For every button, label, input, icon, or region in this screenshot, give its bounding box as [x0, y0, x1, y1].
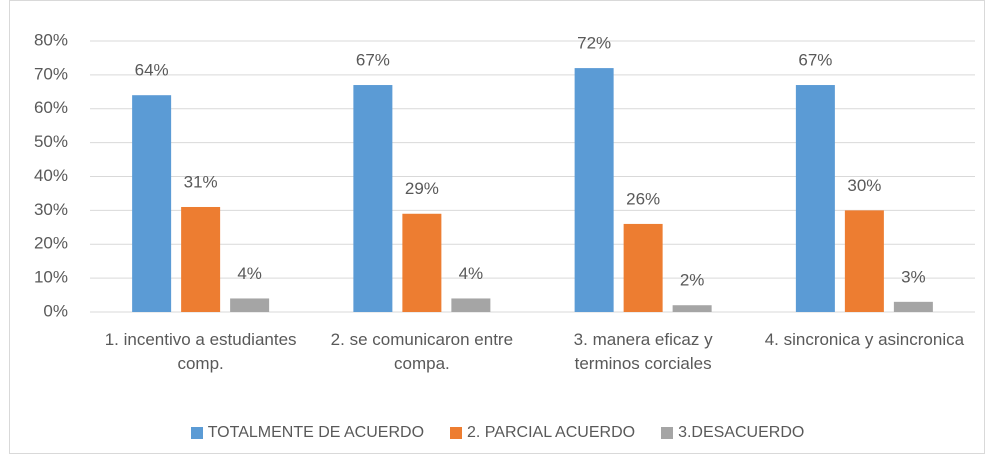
bar — [181, 206, 221, 312]
x-tick-label: 3. manera eficaz y terminos corciales — [573, 330, 713, 373]
y-tick-label: 70% — [34, 64, 68, 83]
y-tick-label: 50% — [34, 132, 68, 151]
data-label: 64% — [135, 61, 169, 80]
y-tick-label: 10% — [34, 268, 68, 287]
data-label: 3% — [901, 267, 926, 286]
legend-swatch — [190, 427, 203, 439]
bar — [353, 85, 393, 312]
data-label: 72% — [577, 34, 611, 53]
data-label: 67% — [798, 51, 832, 70]
legend-swatch — [450, 427, 463, 439]
y-tick-label: 80% — [34, 30, 68, 49]
bar — [795, 85, 835, 312]
data-label: 29% — [405, 179, 439, 198]
data-label: 4% — [237, 264, 262, 283]
data-label: 30% — [847, 176, 881, 195]
bar — [230, 298, 270, 312]
legend-item: 2. PARCIAL ACUERDO — [450, 424, 635, 442]
bar — [451, 298, 491, 312]
data-label: 31% — [184, 172, 218, 191]
bar — [132, 95, 172, 312]
y-tick-label: 20% — [34, 234, 68, 253]
legend-item: 3.DESACUERDO — [661, 424, 804, 442]
x-tick-label: 1. incentivo a estudiantes comp. — [104, 330, 297, 373]
y-tick-label: 30% — [34, 200, 68, 219]
bar — [844, 210, 884, 312]
bar — [574, 68, 614, 312]
y-tick-label: 40% — [34, 166, 68, 185]
y-tick-label: 60% — [34, 98, 68, 117]
data-label: 4% — [459, 264, 484, 283]
x-tick-label: 4. sincronica y asincronica — [764, 330, 965, 349]
data-label: 26% — [626, 189, 660, 208]
legend-label: TOTALMENTE DE ACUERDO — [207, 424, 425, 441]
legend-item: TOTALMENTE DE ACUERDO — [190, 424, 425, 442]
data-label: 2% — [680, 271, 705, 290]
legend-label: 3.DESACUERDO — [678, 424, 805, 441]
bar — [672, 305, 712, 312]
legend: TOTALMENTE DE ACUERDO 2. PARCIAL ACUERDO 3… — [0, 424, 995, 442]
data-label: 67% — [356, 51, 390, 70]
legend-label: 2. PARCIAL ACUERDO — [467, 424, 636, 441]
bar — [893, 301, 933, 312]
y-tick-label: 0% — [43, 301, 68, 320]
bar — [402, 213, 442, 312]
bar — [623, 223, 663, 312]
x-tick-label: 2. se comunicaron entre compa. — [330, 330, 514, 373]
legend-swatch — [661, 427, 674, 439]
